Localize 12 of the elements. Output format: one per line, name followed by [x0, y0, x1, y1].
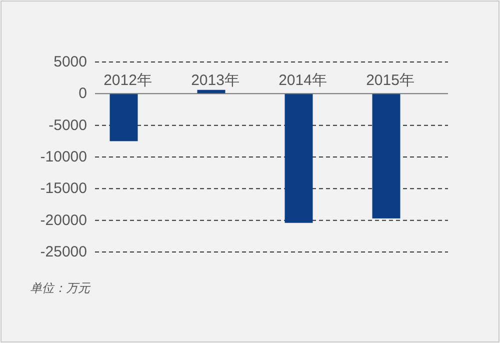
y-tick-label: -20000 — [40, 212, 87, 229]
y-tick-label: -15000 — [40, 180, 87, 198]
x-tick-label: 2014年 — [278, 72, 327, 90]
y-tick-label: 5000 — [54, 54, 87, 70]
y-tick-label: -10000 — [40, 148, 87, 166]
x-tick-label: 2015年 — [366, 72, 414, 90]
x-tick-label: 2012年 — [104, 72, 152, 90]
y-tick-label: -5000 — [48, 116, 87, 134]
x-tick-label: 2013年 — [191, 72, 240, 90]
y-tick-label: -25000 — [40, 244, 87, 260]
text: 单位：万元 — [30, 281, 91, 295]
y-tick-label: 0 — [78, 85, 87, 102]
